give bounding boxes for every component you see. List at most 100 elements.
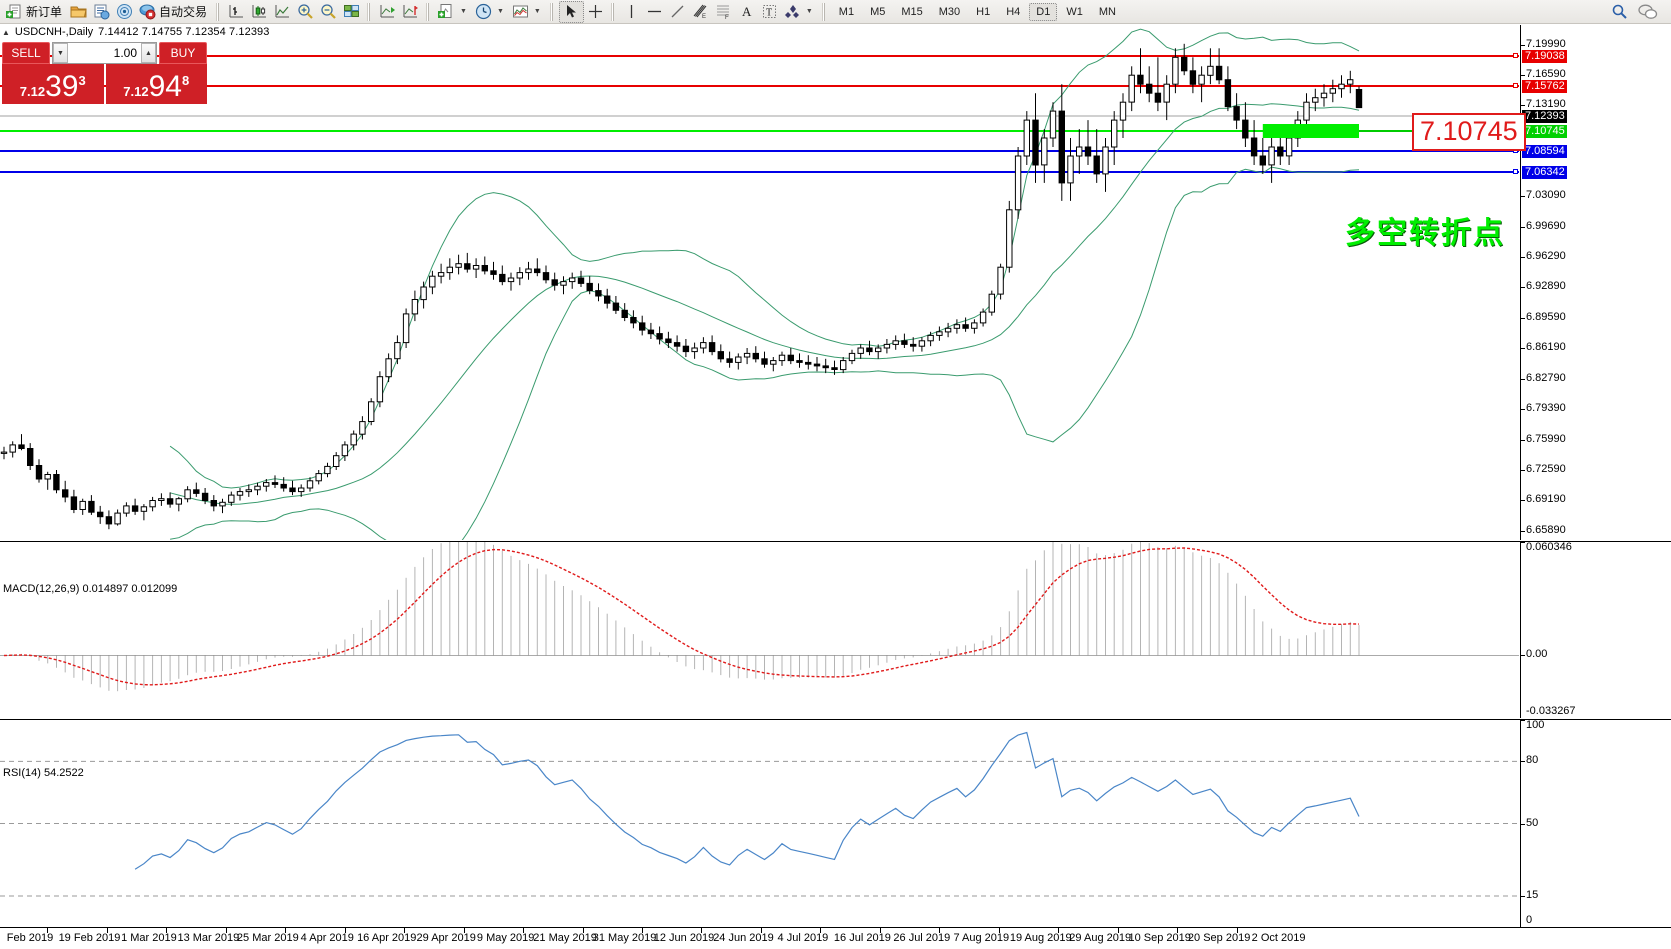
level-handle-support-2[interactable]	[1513, 169, 1518, 174]
time-axis-divider	[879, 928, 881, 933]
timeframe-mn[interactable]: MN	[1098, 5, 1116, 18]
collapse-arrow-icon[interactable]: ▲	[2, 27, 10, 37]
text-box-button[interactable]: T	[758, 1, 781, 23]
timeframe-d1[interactable]: D1	[1029, 2, 1058, 21]
symbol-info-bar: ▲ USDCNH-,Daily 7.14412 7.14755 7.12354 …	[0, 25, 269, 39]
macd-indicator-label[interactable]: MACD(12,26,9) 0.014897 0.012099	[3, 583, 178, 595]
rsi-tick-label: 50	[1526, 816, 1539, 829]
volume-input[interactable]: 1.00	[113, 46, 137, 60]
autotrading-icon	[139, 4, 156, 20]
search-icon[interactable]	[1611, 3, 1628, 20]
price-level-tag-support-1[interactable]: 7.08594	[1522, 145, 1567, 158]
trendline-button[interactable]	[666, 1, 689, 23]
chevron-down-icon[interactable]: ▼	[496, 8, 504, 15]
rsi-axis[interactable]: 100 80 50 15 0	[1520, 720, 1671, 927]
zoom-out-button[interactable]	[317, 1, 340, 23]
sell-price-display[interactable]: 7.12 39 3	[2, 64, 104, 104]
rsi-tick-label: 80	[1526, 754, 1539, 767]
price-level-tag-resistance-1[interactable]: 7.19038	[1522, 50, 1567, 63]
volume-increment-icon[interactable]: ▲	[141, 43, 156, 63]
price-level-tag-pivot-level[interactable]: 7.10745	[1522, 125, 1567, 138]
period-button[interactable]: ▼	[472, 1, 509, 23]
macd-plot-area[interactable]	[0, 542, 1519, 718]
rsi-tick-label: 15	[1526, 888, 1539, 901]
buy-button[interactable]: BUY	[159, 42, 207, 64]
chart-note-text[interactable]: 多空转折点	[1345, 216, 1505, 251]
timeframe-w1[interactable]: W1	[1066, 5, 1083, 18]
time-axis-label: 12 Jun 2019	[653, 932, 715, 944]
time-axis[interactable]: Feb 2019 19 Feb 2019 1 Mar 2019 13 Mar 2019…	[0, 927, 1671, 949]
time-axis-label: 25 Mar 2019	[236, 932, 299, 944]
timeframe-m5[interactable]: M5	[870, 5, 886, 18]
sell-price-main: 39	[45, 70, 79, 103]
price-tick-label: 6.69190	[1526, 493, 1566, 505]
volume-decrement-icon[interactable]: ▼	[53, 43, 68, 63]
level-handle-resistance-2[interactable]	[1513, 83, 1518, 88]
templates-button[interactable]: ▼	[435, 1, 472, 23]
chevron-down-icon[interactable]: ▼	[805, 8, 813, 15]
sell-button[interactable]: SELL	[2, 42, 50, 64]
fibonacci-button[interactable]: F	[712, 1, 735, 23]
time-axis-label: Feb 2019	[6, 932, 54, 944]
auto-scroll-button[interactable]	[399, 1, 422, 23]
trendline-icon	[671, 5, 684, 18]
chat-icon[interactable]	[1638, 3, 1658, 20]
cursor-tool-button[interactable]	[558, 0, 584, 23]
rsi-plot-area[interactable]	[0, 720, 1519, 927]
timeframe-h1[interactable]: H1	[976, 5, 991, 18]
chart-shift-button[interactable]	[376, 1, 399, 23]
timeframe-h4[interactable]: H4	[1006, 5, 1021, 18]
navigator-button[interactable]	[113, 1, 136, 23]
new-order-button[interactable]: 新订单	[3, 1, 67, 23]
toolbar-separator	[549, 2, 555, 21]
candlestick-chart-button[interactable]	[248, 1, 271, 23]
timeframe-m1[interactable]: M1	[838, 5, 855, 18]
rsi-pane[interactable]: 100 80 50 15 0	[0, 719, 1671, 927]
oct-top-row: SELL ▼ 1.00 ▲ BUY	[2, 42, 207, 64]
cursor-icon	[566, 5, 576, 18]
indicators-button[interactable]: ▼	[509, 1, 546, 23]
sell-price-prefix: 7.12	[19, 84, 46, 99]
autotrading-button[interactable]: 自动交易	[136, 1, 212, 23]
price-axis[interactable]: 7.199907.165907.131907.098907.030906.996…	[1520, 25, 1671, 540]
price-level-tag-resistance-2[interactable]: 7.15762	[1522, 80, 1567, 93]
horizontal-line-button[interactable]	[643, 1, 666, 23]
buy-price-display[interactable]: 7.12 94 8	[105, 64, 207, 104]
price-level-tag-current-price[interactable]: 7.12393	[1522, 110, 1567, 123]
zoom-out-icon	[321, 4, 336, 19]
price-tick-mark	[1521, 440, 1525, 441]
price-chart-pane[interactable]: 7.199907.165907.131907.098907.030906.996…	[0, 25, 1671, 540]
chevron-down-icon[interactable]: ▼	[460, 8, 467, 15]
folder-button[interactable]	[67, 1, 90, 23]
price-level-tag-support-2[interactable]: 7.06342	[1522, 166, 1567, 179]
volume-stepper[interactable]: ▼ 1.00 ▲	[52, 42, 157, 64]
shapes-button[interactable]: ▼	[781, 1, 818, 23]
vertical-line-button[interactable]	[620, 1, 643, 23]
time-axis-divider	[1058, 928, 1060, 933]
price-plot-area[interactable]	[0, 25, 1519, 540]
timeframe-m30[interactable]: M30	[938, 5, 961, 18]
navigator-icon	[117, 4, 133, 19]
equidistant-channel-button[interactable]: E	[689, 1, 712, 23]
bar-chart-button[interactable]	[225, 1, 248, 23]
tile-windows-button[interactable]	[340, 1, 363, 23]
line-chart-button[interactable]	[271, 1, 294, 23]
time-axis-label: 13 Mar 2019	[177, 932, 240, 944]
zoom-in-button[interactable]	[294, 1, 317, 23]
chevron-down-icon[interactable]: ▼	[533, 8, 541, 15]
autotrading-label: 自动交易	[159, 5, 208, 19]
price-callout-label[interactable]: 7.10745	[1412, 113, 1526, 151]
text-label-button[interactable]: A	[735, 1, 758, 23]
crosshair-tool-button[interactable]	[584, 1, 607, 23]
level-handle-resistance-1[interactable]	[1513, 53, 1518, 58]
timeframe-m15[interactable]: M15	[901, 5, 923, 18]
data-window-button[interactable]	[90, 1, 113, 23]
rsi-indicator-label[interactable]: RSI(14) 54.2522	[3, 767, 84, 779]
macd-axis[interactable]: 0.060346 0.00 -0.033267	[1520, 542, 1671, 718]
svg-text:T: T	[766, 8, 772, 19]
indicators-icon	[512, 5, 528, 18]
text-box-icon: T	[762, 5, 776, 19]
macd-pane[interactable]: 0.060346 0.00 -0.033267	[0, 541, 1671, 718]
rsi-tick-mark	[1521, 761, 1525, 763]
rsi-tick-label: 100	[1526, 720, 1545, 731]
